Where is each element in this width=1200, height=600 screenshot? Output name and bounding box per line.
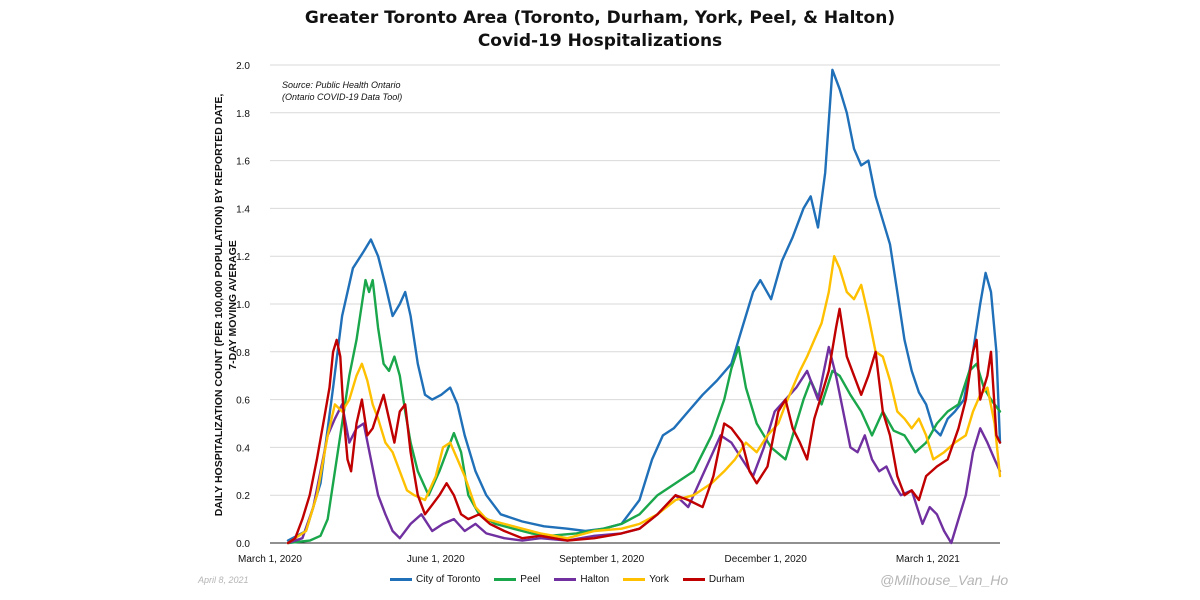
- y-tick-label: 0.0: [236, 539, 250, 550]
- legend-item-city-of-toronto: City of Toronto: [390, 574, 480, 585]
- legend-label: Peel: [520, 574, 541, 585]
- legend-item-york: York: [623, 574, 669, 585]
- y-tick-label: 1.6: [236, 157, 250, 168]
- legend-swatch: [390, 578, 412, 581]
- legend-item-durham: Durham: [682, 574, 745, 585]
- y-tick-label: 0.8: [236, 348, 250, 359]
- y-tick-label: 1.4: [236, 204, 250, 215]
- x-tick-label: June 1, 2020: [407, 554, 465, 565]
- y-tick-label: 1.2: [236, 252, 250, 263]
- y-axis-label-line1: DAILY HOSPITALIZATION COUNT (PER 100,000…: [213, 93, 225, 517]
- series-line-durham: [286, 307, 1002, 545]
- y-tick-label: 0.4: [236, 443, 250, 454]
- x-tick-label: September 1, 2020: [559, 554, 644, 565]
- x-tick-label: March 1, 2020: [238, 554, 302, 565]
- author-handle: @Milhouse_Van_Ho: [880, 572, 1009, 588]
- source-note: Source: Public Health Ontario: [282, 80, 401, 90]
- legend-label: York: [649, 574, 669, 585]
- y-tick-label: 1.0: [236, 300, 250, 311]
- series-line-city-of-toronto: [286, 68, 1002, 542]
- legend-label: City of Toronto: [416, 574, 481, 585]
- legend-item-peel: Peel: [494, 574, 540, 585]
- legend-label: Halton: [580, 574, 610, 585]
- chart-subtitle: Covid-19 Hospitalizations: [477, 31, 723, 51]
- x-tick-label: December 1, 2020: [725, 554, 808, 565]
- series-line-york: [286, 255, 1002, 545]
- y-tick-label: 0.2: [236, 491, 250, 502]
- series-line-halton: [286, 345, 1002, 545]
- legend-item-halton: Halton: [554, 574, 609, 585]
- y-tick-label: 1.8: [236, 109, 250, 120]
- date-stamp: April 8, 2021: [198, 575, 249, 585]
- source-note-detail: (Ontario COVID-19 Data Tool): [282, 92, 403, 102]
- legend-label: Durham: [708, 574, 745, 585]
- x-tick-label: March 1, 2021: [896, 554, 960, 565]
- series-line-peel: [286, 278, 1002, 545]
- legend-swatch: [554, 578, 577, 581]
- y-tick-label: 0.6: [236, 396, 250, 407]
- y-tick-label: 2.0: [236, 61, 250, 72]
- chart-title: Greater Toronto Area (Toronto, Durham, Y…: [304, 8, 896, 28]
- legend-swatch: [494, 578, 517, 581]
- y-axis-label-line2: 7-DAY MOVING AVERAGE: [227, 240, 239, 370]
- legend: City of Toronto Peel Halton York Durham: [390, 574, 744, 585]
- legend-swatch: [682, 578, 705, 581]
- legend-swatch: [623, 578, 646, 581]
